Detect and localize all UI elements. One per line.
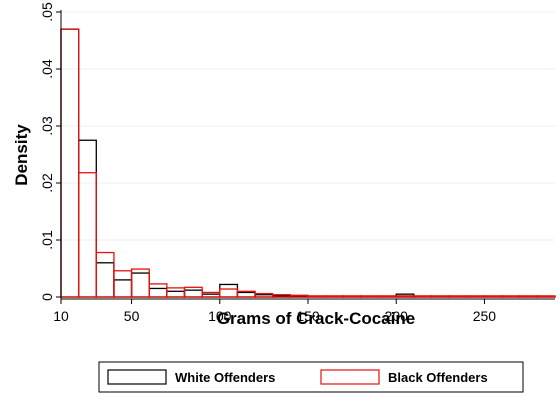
bar-black-offenders — [466, 295, 486, 298]
bar-black-offenders — [395, 295, 415, 298]
y-tick-label: .02 — [39, 173, 55, 193]
bar-white-offenders — [148, 287, 168, 298]
bar-black-offenders — [219, 288, 239, 298]
bar-white-offenders — [219, 283, 239, 298]
bar-black-offenders — [519, 295, 539, 298]
grid-lines — [61, 11, 555, 241]
x-tick-label: 250 — [473, 308, 497, 324]
bar-white-offenders — [77, 139, 97, 298]
y-tick-label: .01 — [39, 230, 55, 250]
x-tick-label: 10 — [53, 308, 69, 324]
bar-black-offenders — [183, 286, 203, 298]
bar-black-offenders — [360, 295, 380, 298]
legend-swatch-white-offenders — [107, 369, 167, 385]
bar-black-offenders — [342, 295, 362, 298]
legend: White Offenders Black Offenders — [98, 361, 524, 393]
bar-black-offenders — [430, 295, 450, 298]
x-tick-label: 150 — [296, 308, 320, 324]
legend-box — [98, 361, 524, 393]
legend-label-black-offenders: Black Offenders — [388, 370, 488, 385]
y-tick-label: .03 — [39, 116, 55, 136]
bar-black-offenders — [130, 268, 150, 298]
bar-black-offenders — [324, 295, 344, 298]
bar-black-offenders — [501, 295, 521, 298]
bar-white-offenders — [166, 290, 186, 298]
y-axis-title: Density — [12, 124, 31, 186]
x-axis-title: Grams of Crack-Cocaine — [217, 309, 415, 328]
bar-black-offenders — [413, 295, 433, 298]
y-tick-label: .04 — [39, 59, 55, 79]
y-tick-label: 0 — [39, 293, 55, 301]
tick-labels: 0 .01 .02 .03 .04 .05 10 50 100 150 200 250 — [39, 2, 496, 324]
x-tick-label: 200 — [385, 308, 409, 324]
legend-label-white-offenders: White Offenders — [175, 370, 275, 385]
axes — [56, 10, 555, 304]
bar-black-offenders — [483, 295, 503, 298]
bar-black-offenders — [307, 295, 327, 298]
x-tick-label: 50 — [124, 308, 140, 324]
bar-black-offenders — [148, 283, 168, 298]
bar-black-offenders — [377, 295, 397, 298]
bar-white-offenders — [236, 291, 256, 298]
bar-black-offenders — [166, 287, 186, 298]
bar-black-offenders — [536, 295, 556, 298]
legend-swatch-black-offenders — [320, 369, 380, 385]
bar-black-offenders — [448, 295, 468, 298]
y-tick-label: .05 — [39, 2, 55, 22]
bar-white-offenders — [183, 289, 203, 298]
bar-white-offenders — [113, 279, 133, 298]
bar-black-offenders — [95, 251, 115, 298]
bar-black-offenders — [113, 270, 133, 298]
bar-black-offenders — [77, 172, 97, 298]
bar-white-offenders — [95, 262, 115, 298]
x-tick-label: 100 — [208, 308, 232, 324]
bar-white-offenders — [130, 272, 150, 298]
